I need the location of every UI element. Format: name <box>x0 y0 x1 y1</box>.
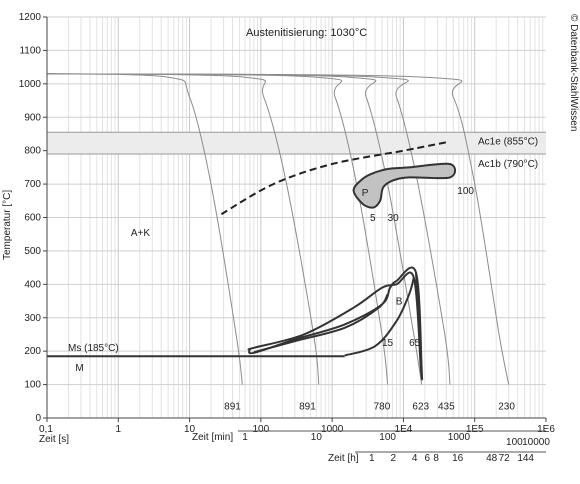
x-tick-label-seconds: 1000 <box>321 424 344 435</box>
y-tick-label: 800 <box>24 146 41 157</box>
x-tick-label-seconds: 0,1 <box>39 424 53 435</box>
watermark: © Datenbank-StahlWissen <box>568 14 579 131</box>
cooling-curves <box>46 73 510 385</box>
y-tick-label: 700 <box>24 179 41 190</box>
y-tick-label: 0 <box>35 413 41 424</box>
labels: Ac1e (855°C) Ac1b (790°C) Ms (185°C) A+K P B M… <box>68 136 538 412</box>
y-tick-label: 200 <box>24 346 41 357</box>
x-tick-label-seconds: 1E4 <box>395 424 413 435</box>
x-tick-label-seconds: 10 <box>184 424 196 435</box>
x-tick-label-hours: 1 <box>369 453 375 464</box>
x-tick-label-hours-top: 10000 <box>522 437 550 448</box>
region-label-b: B <box>396 296 403 307</box>
x-tick-label-hours: 4 <box>412 453 418 464</box>
x-tick-label-seconds: 1 <box>116 424 122 435</box>
phase-percent-label: 30 <box>388 213 400 224</box>
x-tick-label-minutes: 100 <box>379 432 396 443</box>
phase-percent-label: 5 <box>370 213 376 224</box>
x-tick-label-hours: 48 <box>486 453 498 464</box>
chart-title: Austenitisierung: 1030°C <box>246 27 367 39</box>
x-tick-label-minutes: 1 <box>242 432 248 443</box>
x-tick-label-seconds: 100 <box>253 424 270 435</box>
ac1b-label: Ac1b (790°C) <box>478 159 538 170</box>
y-tick-label: 300 <box>24 313 41 324</box>
hardness-label: 780 <box>374 402 391 413</box>
ms-label: Ms (185°C) <box>68 343 119 354</box>
phase-percent-label: 100 <box>457 186 474 197</box>
ac1e-label: Ac1e (855°C) <box>478 136 538 147</box>
phase-percent-label: 15 <box>382 338 394 349</box>
ac-band <box>47 131 546 155</box>
hardness-label: 891 <box>299 402 316 413</box>
region-label-m: M <box>75 363 83 374</box>
hardness-label: 435 <box>438 402 455 413</box>
y-tick-label: 600 <box>24 213 41 224</box>
x-axis-label-seconds: Zeit [s] <box>39 434 69 445</box>
x-tick-label-seconds: 1E5 <box>466 424 484 435</box>
y-tick-label: 100 <box>24 380 41 391</box>
x-tick-label-hours: 6 <box>424 453 430 464</box>
y-axis-label: Temperatur [°C] <box>2 190 13 260</box>
x-tick-label-seconds: 1E6 <box>537 424 555 435</box>
cooling-curve-3 <box>46 73 389 385</box>
ac-band-fill <box>47 132 546 155</box>
dashed-start-curve <box>220 141 447 216</box>
x-tick-label-hours-top: 100 <box>506 437 523 448</box>
cooling-curve-1 <box>46 73 243 385</box>
y-tick-label: 1200 <box>19 12 42 23</box>
hardness-label: 891 <box>224 402 241 413</box>
phase-percent-label: 65 <box>409 338 421 349</box>
cooling-curve-4 <box>46 73 423 385</box>
y-tick-label: 1000 <box>19 79 42 90</box>
pearlite-region <box>352 162 457 209</box>
x-tick-label-hours: 144 <box>517 453 534 464</box>
bainite-finish-line <box>415 272 423 368</box>
x-axis-label-hours: Zeit [h] <box>328 453 359 464</box>
y-tick-label: 500 <box>24 246 41 257</box>
cooling-curve-6 <box>46 73 510 385</box>
x-axis-label-minutes: Zeit [min] <box>192 432 233 443</box>
grid <box>46 16 546 419</box>
x-tick-label-minutes: 10 <box>311 432 323 443</box>
region-label-p: P <box>362 188 369 199</box>
x-tick-label-hours: 72 <box>499 453 511 464</box>
x-tick-label-hours: 16 <box>452 453 464 464</box>
x-tick-label-hours: 8 <box>433 453 439 464</box>
hardness-label: 230 <box>498 402 515 413</box>
x-tick-label-minutes: 1000 <box>448 432 471 443</box>
axes: 0100200300400500600700800900100011001200… <box>19 12 556 464</box>
bainite-lower-curve <box>344 277 415 357</box>
region-label-ak: A+K <box>131 228 151 239</box>
hardness-label: 623 <box>412 402 429 413</box>
y-tick-label: 400 <box>24 279 41 290</box>
transformation-regions <box>47 141 457 381</box>
y-tick-label: 900 <box>24 112 41 123</box>
x-tick-label-hours: 2 <box>390 453 396 464</box>
y-tick-label: 1100 <box>19 45 41 56</box>
bainite-inner-curve <box>253 293 389 354</box>
